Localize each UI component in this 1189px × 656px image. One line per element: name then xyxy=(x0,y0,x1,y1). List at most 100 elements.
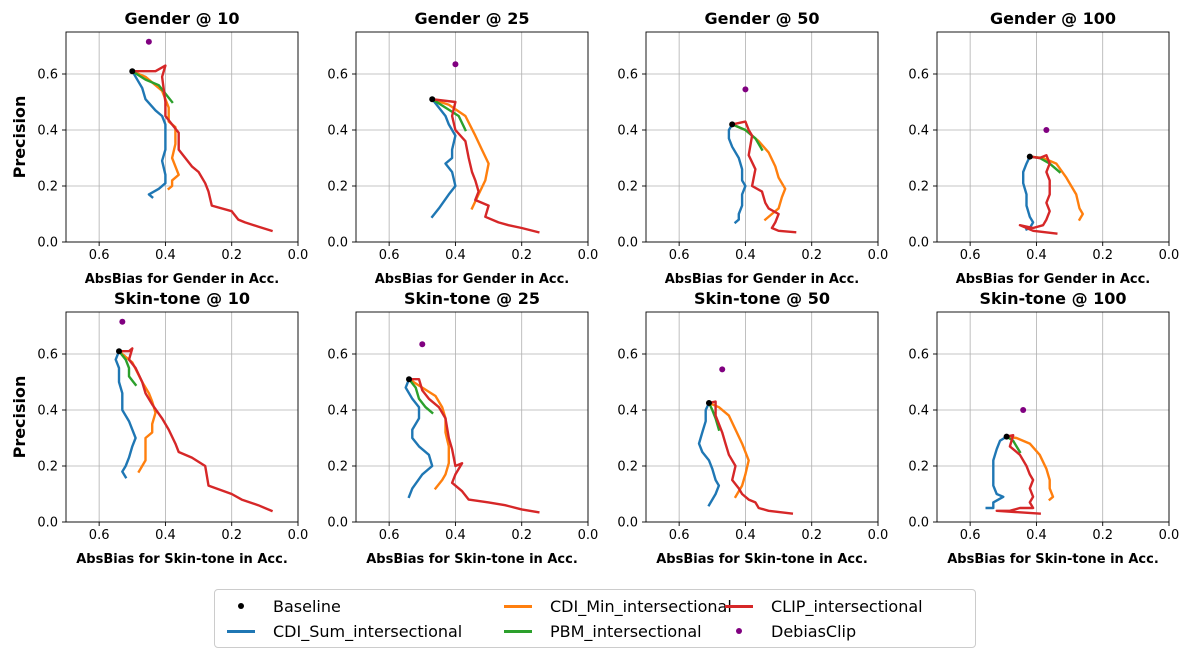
x-axis-label: AbsBias for Gender in Acc. xyxy=(665,272,859,287)
subplot: 0.6 0.4 0.2 0.0 0.0 0.2 0.4 0.6 Gender @ 10 AbsBi… xyxy=(10,9,308,287)
y-tick-label: 0.6 xyxy=(617,68,638,83)
y-tick-label: 0.0 xyxy=(617,516,638,531)
legend-item-baseline: Baseline xyxy=(223,595,341,617)
series-line xyxy=(707,401,721,432)
legend-marker-cdi-min xyxy=(500,595,536,617)
series-line xyxy=(404,377,434,499)
legend-marker-debiasclip xyxy=(721,620,757,642)
subplot-title: Skin-tone @ 10 xyxy=(114,289,250,308)
series-line xyxy=(130,69,167,199)
legend-marker-pbm xyxy=(500,620,536,642)
subplot: 0.6 0.4 0.2 0.0 0.0 0.2 0.4 0.6 Gender @ 50 AbsBi… xyxy=(617,9,888,287)
y-tick-label: 0.6 xyxy=(617,348,638,363)
x-tick-label: 0.2 xyxy=(221,248,242,263)
series-line xyxy=(1022,155,1035,231)
legend-marker-cdi-sum xyxy=(223,620,259,642)
baseline-point xyxy=(1026,153,1033,160)
series-line xyxy=(1018,153,1058,235)
x-tick-label: 0.2 xyxy=(801,248,822,263)
legend-item-clip: CLIP_intersectional xyxy=(721,595,923,617)
series-line xyxy=(730,122,787,222)
debiasclip-point xyxy=(719,366,726,373)
legend-label: Baseline xyxy=(273,596,341,616)
x-tick-label: 0.0 xyxy=(868,248,889,263)
subplot-title: Skin-tone @ 25 xyxy=(404,289,540,308)
series-line xyxy=(727,122,747,225)
y-tick-label: 0.4 xyxy=(327,124,348,139)
line-icon xyxy=(504,605,532,608)
subplot-title: Skin-tone @ 100 xyxy=(979,289,1126,308)
y-tick-label: 0.2 xyxy=(327,180,348,195)
series-line xyxy=(407,378,540,514)
x-tick-label: 0.0 xyxy=(1159,528,1180,543)
axes-frame xyxy=(645,311,879,523)
baseline-point xyxy=(406,376,413,383)
series-line xyxy=(697,401,721,507)
y-tick-label: 0.6 xyxy=(327,68,348,83)
line-icon xyxy=(504,630,532,633)
legend-item-cdi-sum: CDI_Sum_intersectional xyxy=(223,620,462,642)
x-tick-label: 0.4 xyxy=(155,248,176,263)
x-axis-label: AbsBias for Skin-tone in Acc. xyxy=(76,552,288,567)
legend-marker-clip xyxy=(721,595,757,617)
x-tick-label: 0.2 xyxy=(511,528,532,543)
axes-frame xyxy=(65,31,299,243)
x-tick-label: 0.6 xyxy=(89,248,110,263)
baseline-point xyxy=(116,348,123,355)
series-line xyxy=(1004,434,1022,454)
x-tick-label: 0.6 xyxy=(89,528,110,543)
series-line xyxy=(117,349,138,387)
y-tick-label: 0.2 xyxy=(908,180,929,195)
subplot-title: Gender @ 25 xyxy=(415,9,530,28)
x-tick-label: 0.6 xyxy=(960,248,981,263)
legend-label: DebiasClip xyxy=(771,621,857,641)
x-axis-label: AbsBias for Skin-tone in Acc. xyxy=(366,552,578,567)
x-tick-label: 0.0 xyxy=(578,248,599,263)
x-tick-label: 0.0 xyxy=(578,528,599,543)
series-line xyxy=(130,69,174,104)
y-tick-label: 0.2 xyxy=(908,460,929,475)
series-line xyxy=(707,401,750,499)
y-tick-label: 0.4 xyxy=(617,124,638,139)
line-icon xyxy=(227,630,255,633)
y-tick-label: 0.4 xyxy=(37,404,58,419)
y-tick-label: 0.4 xyxy=(908,124,929,139)
subplot-title: Gender @ 50 xyxy=(705,9,820,28)
x-tick-label: 0.2 xyxy=(1092,248,1113,263)
baseline-point xyxy=(1003,433,1010,440)
x-tick-label: 0.4 xyxy=(735,248,756,263)
x-tick-label: 0.6 xyxy=(960,528,981,543)
y-tick-label: 0.6 xyxy=(37,68,58,83)
series-line xyxy=(1028,155,1085,222)
y-tick-label: 0.4 xyxy=(617,404,638,419)
y-tick-label: 0.0 xyxy=(37,236,58,251)
series-line xyxy=(430,97,457,219)
axes-frame xyxy=(936,31,1170,243)
x-tick-label: 0.4 xyxy=(155,528,176,543)
legend-item-debiasclip: DebiasClip xyxy=(721,620,856,642)
x-tick-label: 0.6 xyxy=(379,528,400,543)
x-axis-label: AbsBias for Gender in Acc. xyxy=(956,272,1150,287)
debiasclip-point xyxy=(419,341,426,348)
x-tick-label: 0.4 xyxy=(1026,248,1047,263)
x-axis-label: AbsBias for Skin-tone in Acc. xyxy=(947,552,1159,567)
x-tick-label: 0.2 xyxy=(801,528,822,543)
legend: Baseline CDI_Sum_intersectional CDI_Min_… xyxy=(214,589,976,648)
x-axis-label: AbsBias for Gender in Acc. xyxy=(85,272,279,287)
y-tick-label: 0.0 xyxy=(327,516,348,531)
legend-label: CDI_Min_intersectional xyxy=(550,596,732,616)
x-tick-label: 0.2 xyxy=(1092,528,1113,543)
y-tick-label: 0.4 xyxy=(327,404,348,419)
x-tick-label: 0.4 xyxy=(735,528,756,543)
series-line xyxy=(407,377,434,415)
baseline-point xyxy=(705,400,712,406)
subplot: 0.6 0.4 0.2 0.0 0.0 0.2 0.4 0.6 Skin-tone @ 25 Ab… xyxy=(327,289,598,567)
x-tick-label: 0.4 xyxy=(445,248,466,263)
series-line xyxy=(995,434,1041,515)
legend-label: PBM_intersectional xyxy=(550,621,702,641)
subplot: 0.6 0.4 0.2 0.0 0.0 0.2 0.4 0.6 Skin-tone @ 50 Ab… xyxy=(617,289,888,567)
y-tick-label: 0.6 xyxy=(327,348,348,363)
y-tick-label: 0.0 xyxy=(327,236,348,251)
dot-icon xyxy=(736,628,742,634)
y-axis-label: Precision xyxy=(10,376,29,459)
